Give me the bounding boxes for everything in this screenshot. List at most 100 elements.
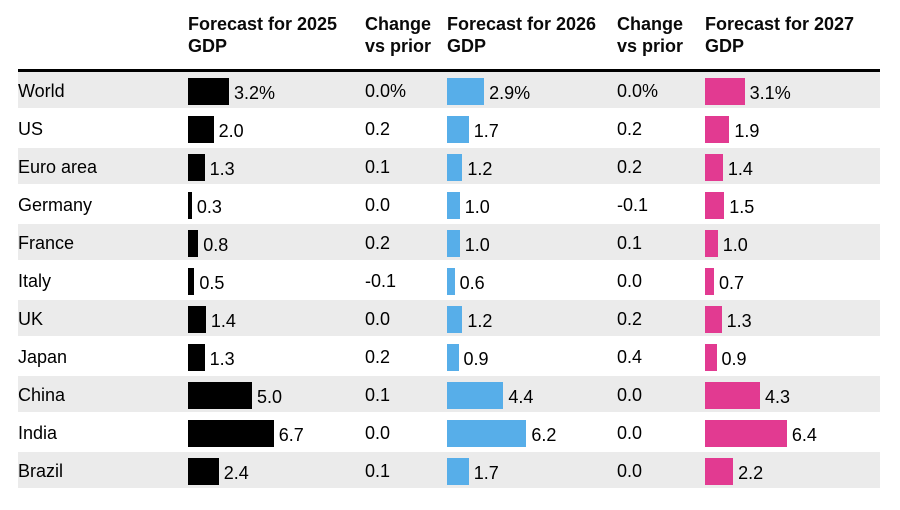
gdp-2027-bar-cell: 0.9 [705,338,880,376]
gdp-2025-bar [188,191,192,219]
gdp-2026-value: 2.9% [489,82,531,103]
gdp-2025-bar [188,267,195,295]
row-label: Japan [18,346,68,367]
gdp-2027-value: 6.4 [791,424,817,445]
gdp-2025-value: 5.0 [257,386,283,407]
gdp-2026-value: 0.6 [459,272,485,293]
gdp-2026-value: 1.2 [467,158,493,179]
gdp-2026-bar-cell: 2.9% [447,72,617,110]
gdp-2027-bar-cell: 0.7 [705,262,880,300]
gdp-2025-value: 3.2% [233,82,275,103]
table-body: World 3.2% 0.0% 2.9% 0.0% 3.1% US 2.0 0.2 1.7 0.2 1… [18,72,880,490]
gdp-2026-bar-cell: 0.9 [447,338,617,376]
gdp-2026-bar [447,115,469,143]
table-row: Euro area 1.3 0.1 1.2 0.2 1.4 [18,148,880,186]
row-label: World [18,80,65,101]
gdp-2026-bar-cell: 1.2 [447,300,617,338]
gdp-2025-bar-cell: 0.3 [188,186,365,224]
gdp-2027-bar [705,77,745,105]
gdp-2026-bar [447,305,463,333]
gdp-2025-value: 1.4 [210,310,236,331]
gdp-2027-value: 1.4 [727,158,753,179]
gdp-2025-value: 2.4 [223,462,249,483]
gdp-2025-bar-cell: 5.0 [188,376,365,414]
gdp-2027-bar [705,419,787,447]
gdp-2026-bar [447,343,459,371]
gdp-2025-value: 2.0 [218,120,244,141]
gdp-2027-value: 1.5 [729,196,755,217]
gdp-2025-value: 0.8 [203,234,229,255]
change-vs-prior-2025-value: 0.2 [365,118,391,139]
change-vs-prior-2026-value: 0.4 [617,346,643,367]
gdp-2027-bar-cell: 2.2 [705,452,880,490]
table-row: Germany 0.3 0.0 1.0 -0.1 1.5 [18,186,880,224]
change-vs-prior-2025-value: 0.0 [365,422,391,443]
row-label: China [18,384,66,405]
row-label: India [18,422,58,443]
table-row: Japan 1.3 0.2 0.9 0.4 0.9 [18,338,880,376]
gdp-2025-value: 0.5 [199,272,225,293]
gdp-2026-value: 1.7 [473,462,499,483]
gdp-forecast-chart: Forecast for 2025 GDP Change vs prior Fo… [18,12,880,490]
gdp-2027-bar-cell: 3.1% [705,72,880,110]
gdp-2027-bar [705,381,761,409]
gdp-2025-bar-cell: 6.7 [188,414,365,452]
row-label: Italy [18,270,52,291]
header-change-2026: Change vs prior [617,14,684,56]
gdp-2027-value: 3.1% [749,82,791,103]
gdp-2027-bar-cell: 1.0 [705,224,880,262]
row-label: France [18,232,75,253]
gdp-2025-bar-cell: 1.4 [188,300,365,338]
row-label: US [18,118,44,139]
header-country [18,12,188,14]
gdp-2027-value: 1.0 [722,234,748,255]
gdp-2025-bar [188,381,252,409]
gdp-2025-bar [188,419,274,447]
change-vs-prior-2026-value: -0.1 [617,194,649,215]
row-label: UK [18,308,44,329]
gdp-2025-bar-cell: 0.5 [188,262,365,300]
gdp-2027-bar-cell: 1.3 [705,300,880,338]
gdp-2025-bar-cell: 1.3 [188,338,365,376]
header-change-2025: Change vs prior [365,14,432,56]
change-vs-prior-2026-value: 0.2 [617,308,643,329]
gdp-2026-bar-cell: 0.6 [447,262,617,300]
gdp-2026-bar [447,381,504,409]
gdp-2026-value: 1.2 [467,310,493,331]
gdp-2027-bar-cell: 4.3 [705,376,880,414]
gdp-2026-bar [447,419,527,447]
gdp-2026-bar-cell: 4.4 [447,376,617,414]
gdp-2025-value: 1.3 [209,348,235,369]
gdp-2026-bar-cell: 1.7 [447,452,617,490]
gdp-2027-bar-cell: 1.4 [705,148,880,186]
gdp-2027-value: 2.2 [738,462,764,483]
gdp-2026-value: 0.9 [463,348,489,369]
gdp-2025-value: 1.3 [209,158,235,179]
gdp-2025-bar [188,153,205,181]
change-vs-prior-2025-value: 0.1 [365,460,391,481]
table-header: Forecast for 2025 GDP Change vs prior Fo… [18,12,880,72]
change-vs-prior-2026-value: 0.2 [617,118,643,139]
gdp-2026-value: 4.4 [508,386,534,407]
row-label: Euro area [18,156,98,177]
gdp-2025-bar [188,305,206,333]
gdp-2025-bar-cell: 0.8 [188,224,365,262]
table-row: Italy 0.5 -0.1 0.6 0.0 0.7 [18,262,880,300]
change-vs-prior-2026-value: 0.1 [617,232,643,253]
gdp-2025-bar [188,343,205,371]
gdp-2027-value: 1.9 [734,120,760,141]
change-vs-prior-2025-value: 0.0 [365,194,391,215]
row-label: Germany [18,194,93,215]
change-vs-prior-2026-value: 0.0 [617,384,643,405]
gdp-2026-bar [447,191,460,219]
table-row: World 3.2% 0.0% 2.9% 0.0% 3.1% [18,72,880,110]
gdp-2026-bar-cell: 1.0 [447,186,617,224]
header-forecast-2025: Forecast for 2025 GDP [188,14,338,56]
gdp-2025-bar-cell: 2.0 [188,110,365,148]
change-vs-prior-2025-value: 0.2 [365,346,391,367]
gdp-2026-bar [447,267,455,295]
gdp-2025-bar [188,457,219,485]
gdp-2027-value: 0.7 [718,272,744,293]
gdp-2025-value: 6.7 [278,424,304,445]
table-row: Brazil 2.4 0.1 1.7 0.0 2.2 [18,452,880,490]
